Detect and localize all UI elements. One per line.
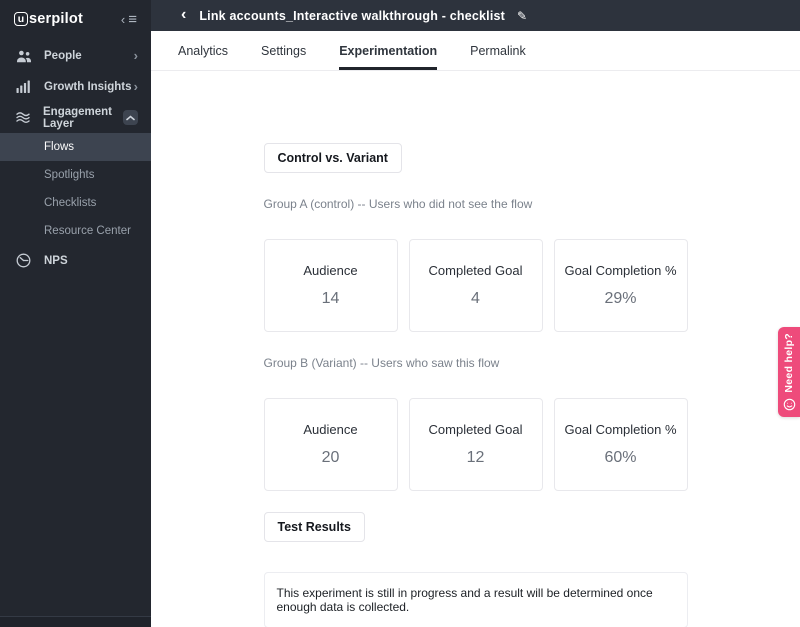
- layers-icon: [15, 110, 31, 125]
- sidebar-collapse-button[interactable]: ‹ ≡: [121, 11, 138, 28]
- tab-settings[interactable]: Settings: [261, 44, 307, 58]
- tab-permalink[interactable]: Permalink: [470, 44, 526, 58]
- stat-label: Completed Goal: [428, 422, 523, 437]
- sidebar-subitem-flows[interactable]: Flows: [0, 133, 151, 161]
- page-header: ‹ Link accounts_Interactive walkthrough …: [151, 0, 800, 31]
- sidebar-item-people[interactable]: People ›: [0, 40, 151, 71]
- stat-value: 20: [321, 449, 340, 466]
- sidebar-item-label: NPS: [44, 254, 68, 267]
- stat-value: 14: [321, 290, 340, 307]
- sidebar-subitem-resource-center[interactable]: Resource Center: [0, 217, 151, 245]
- edit-title-button[interactable]: ✎: [517, 8, 528, 23]
- tab-bar: Analytics Settings Experimentation Perma…: [151, 31, 800, 71]
- sidebar-subitem-label: Checklists: [44, 197, 97, 209]
- sidebar-item-label: People: [44, 49, 82, 62]
- tab-experimentation[interactable]: Experimentation: [339, 44, 438, 70]
- sidebar-logo-row: u serpilot ‹ ≡: [0, 4, 151, 34]
- group-a-label: Group A (control) -- Users who did not s…: [263, 197, 533, 211]
- bar-chart-icon: [15, 80, 32, 93]
- logo-u-badge: u: [14, 12, 28, 26]
- logo-text: serpilot: [29, 11, 83, 27]
- stat-label: Completed Goal: [428, 263, 523, 278]
- main-area: ‹ Link accounts_Interactive walkthrough …: [151, 0, 800, 627]
- group-b-cards: Audience 20 Completed Goal 12 Goal Compl…: [263, 398, 688, 491]
- group-a-cards: Audience 14 Completed Goal 4 Goal Comple…: [263, 239, 688, 332]
- chevron-right-icon: ›: [133, 48, 138, 63]
- stat-card-goal-completion: Goal Completion % 60%: [553, 398, 688, 491]
- stat-value: 4: [471, 290, 480, 307]
- stat-card-goal-completion: Goal Completion % 29%: [553, 239, 688, 332]
- stat-label: Audience: [303, 422, 358, 437]
- stat-value: 29%: [604, 290, 637, 307]
- group-b-label: Group B (Variant) -- Users who saw this …: [263, 356, 500, 370]
- stat-label: Audience: [303, 263, 358, 278]
- sidebar-item-label: Engagement Layer: [43, 105, 113, 130]
- back-button[interactable]: ‹: [181, 5, 187, 23]
- sidebar-subitem-checklists[interactable]: Checklists: [0, 189, 151, 217]
- hamburger-icon: ≡: [128, 10, 138, 28]
- sidebar: u serpilot ‹ ≡ People ›: [0, 0, 151, 627]
- experimentation-panel: Control vs. Variant Group A (control) --…: [151, 71, 800, 627]
- sidebar-subitem-label: Resource Center: [44, 225, 131, 237]
- tab-analytics[interactable]: Analytics: [178, 44, 229, 58]
- stat-label: Goal Completion %: [564, 263, 677, 278]
- test-results-heading: Test Results: [263, 512, 365, 542]
- stat-card-audience: Audience 14: [263, 239, 398, 332]
- stat-card-completed-goal: Completed Goal 4: [408, 239, 543, 332]
- sidebar-item-engagement-layer[interactable]: Engagement Layer: [0, 102, 151, 133]
- sidebar-subitem-spotlights[interactable]: Spotlights: [0, 161, 151, 189]
- stat-value: 60%: [604, 449, 637, 466]
- need-help-tab[interactable]: Need help?: [778, 327, 800, 417]
- test-result-message: This experiment is still in progress and…: [263, 572, 688, 627]
- chevron-right-icon: ›: [133, 79, 138, 94]
- stat-value: 12: [466, 449, 485, 466]
- page-title: Link accounts_Interactive walkthrough - …: [199, 8, 506, 23]
- sidebar-item-growth-insights[interactable]: Growth Insights ›: [0, 71, 151, 102]
- stat-label: Goal Completion %: [564, 422, 677, 437]
- sidebar-subitem-label: Spotlights: [44, 169, 95, 181]
- control-vs-variant-heading: Control vs. Variant: [263, 143, 402, 173]
- sidebar-nav: People › Growth Insights ›: [0, 40, 151, 276]
- collapse-chevron-icon: ‹: [120, 11, 127, 27]
- people-icon: [15, 49, 32, 63]
- sidebar-item-nps[interactable]: NPS: [0, 245, 151, 276]
- sidebar-subitem-label: Flows: [44, 141, 75, 153]
- need-help-label: Need help?: [783, 332, 795, 393]
- engagement-layer-submenu: Flows Spotlights Checklists Resource Cen…: [0, 133, 151, 245]
- stat-card-audience: Audience 20: [263, 398, 398, 491]
- sidebar-footer: [0, 616, 151, 627]
- nps-gauge-icon: [15, 253, 32, 268]
- collapse-section-button[interactable]: [123, 110, 138, 125]
- userpilot-logo: u serpilot: [14, 11, 83, 27]
- sidebar-item-label: Growth Insights: [44, 80, 132, 93]
- stat-card-completed-goal: Completed Goal 12: [408, 398, 543, 491]
- chevron-up-icon: [126, 114, 135, 120]
- smiley-icon: [783, 399, 795, 411]
